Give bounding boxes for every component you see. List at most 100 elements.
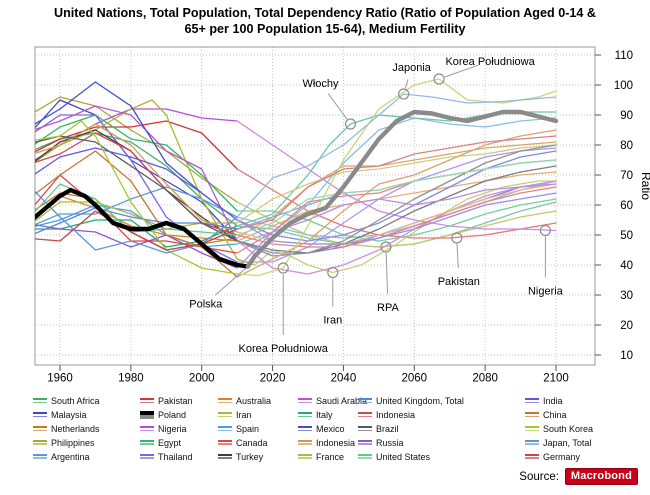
legend-item-Germany: Germany	[525, 450, 593, 464]
legend-item-Indonesia: Indonesia	[358, 408, 464, 422]
annotation-label: RPA	[377, 302, 399, 314]
legend-column: Australia Iran Spain Canada Turkey	[218, 394, 271, 463]
legend-label: United States	[376, 451, 431, 462]
annotation-leader	[444, 64, 479, 78]
series-line-Australia	[35, 195, 238, 242]
annotation-marker	[327, 266, 339, 279]
series-line-South Africa	[35, 132, 238, 227]
annotation-label: Polska	[189, 299, 223, 311]
legend-swatch	[525, 454, 539, 459]
x-tick-label: 2000	[189, 373, 215, 385]
series-forecast-Pakistan	[236, 168, 557, 239]
legend-swatch	[140, 426, 154, 432]
legend-label: Netherlands	[51, 423, 100, 434]
legend-label: Japan, Total	[543, 437, 592, 448]
legend-swatch	[140, 411, 154, 419]
series-forecast-Mexico	[236, 150, 557, 242]
series-forecast-United Kingdom, Total	[236, 159, 557, 230]
y-tick-label: 60	[620, 200, 633, 212]
legend-item-Turkey: Turkey	[218, 450, 271, 464]
x-tick-label: 2100	[543, 373, 569, 385]
legend-label: Mexico	[316, 423, 345, 434]
legend-swatch	[298, 412, 312, 418]
legend-swatch	[140, 440, 154, 446]
legend-label: Thailand	[158, 451, 193, 462]
series-forecast-Egypt	[236, 198, 557, 242]
legend-swatch	[218, 398, 232, 404]
y-tick-label: 110	[615, 50, 633, 62]
series-line-Malaysia	[35, 99, 238, 242]
series-line-Argentina	[35, 186, 238, 226]
y-axis-title: Ratio	[639, 172, 650, 200]
source-label: Source:	[519, 470, 559, 483]
series-line-South Korea	[35, 120, 238, 275]
legend-swatch	[140, 398, 154, 404]
series-line-Canada	[35, 174, 238, 254]
annotation-leader	[327, 93, 348, 120]
annotation-marker	[277, 262, 289, 274]
y-tick-label: 70	[620, 170, 633, 182]
annotation-marker	[433, 73, 445, 85]
series-forecast-Japan, Total	[236, 93, 557, 218]
series-line-Italy	[35, 219, 238, 248]
legend-swatch	[525, 426, 539, 432]
legend-swatch	[358, 426, 372, 432]
legend-swatch	[525, 440, 539, 446]
series-forecast-Spain	[236, 117, 557, 245]
annotation-marker	[344, 118, 357, 130]
legend-item-Argentina: Argentina	[33, 450, 100, 464]
legend-swatch	[298, 426, 312, 432]
legend-swatch	[298, 398, 312, 404]
x-tick-label: 1960	[47, 373, 73, 385]
x-tick-label: 2040	[331, 373, 357, 385]
legend-item-Brazil: Brazil	[358, 422, 464, 436]
series-forecast-South Korea	[236, 78, 557, 277]
legend-item-France: France	[298, 450, 367, 464]
series-line-Pakistan	[35, 120, 238, 170]
legend-swatch	[525, 398, 539, 404]
series-forecast-Netherlands	[236, 141, 557, 239]
series-forecast-Argentina	[236, 180, 557, 239]
series-forecast-Poland	[245, 109, 559, 269]
legend-swatch	[358, 440, 372, 446]
annotation-leader	[456, 243, 459, 269]
legend-swatch	[358, 398, 372, 404]
series-forecast-Canada	[236, 159, 557, 254]
series-forecast-Italy	[236, 111, 557, 227]
series-line-France	[35, 201, 238, 230]
series-line-Saudi Arabia	[35, 105, 238, 242]
legend-swatch	[33, 412, 47, 418]
legend-column: South Africa Malaysia Netherlands Philippin…	[33, 394, 100, 463]
series-line-Philippines	[35, 96, 238, 203]
series-forecast-India	[236, 192, 557, 245]
annotation-label: Korea Południowa	[239, 343, 329, 355]
legend-label: Malaysia	[51, 409, 87, 420]
legend-label: Brazil	[376, 423, 399, 434]
legend-label: Pakistan	[158, 395, 193, 406]
legend-label: France	[316, 451, 345, 462]
x-tick-label: 2080	[472, 373, 498, 385]
legend-label: Indonesia	[376, 409, 416, 420]
legend-label: South Korea	[543, 423, 594, 434]
x-tick-label: 1980	[118, 373, 144, 385]
legend-column: Saudi Arabia Italy Mexico Indonesia France	[298, 394, 367, 463]
annotation-label: Iran	[323, 315, 342, 327]
series-line-Japan, Total	[35, 190, 238, 254]
series-forecast-Malaysia	[236, 180, 557, 254]
series-line-Brazil	[35, 135, 238, 242]
legend-swatch	[140, 454, 154, 459]
legend-label: South Africa	[51, 395, 100, 406]
series-line-Poland	[35, 187, 251, 269]
series-line-Germany	[35, 210, 238, 251]
series-line-Mexico	[35, 81, 238, 221]
annotation-label: Japonia	[392, 62, 431, 74]
y-tick-label: 40	[620, 260, 633, 272]
legend-item-South Africa: South Africa	[33, 394, 100, 408]
legend-column: United Kingdom, Total Indonesia Brazil Russ…	[358, 394, 464, 463]
legend-label: Indonesia	[316, 437, 356, 448]
series-line-Netherlands	[35, 192, 238, 251]
y-tick-label: 10	[620, 350, 633, 362]
legend-item-Russia: Russia	[358, 436, 464, 450]
series-forecast-Nigeria	[236, 120, 557, 232]
